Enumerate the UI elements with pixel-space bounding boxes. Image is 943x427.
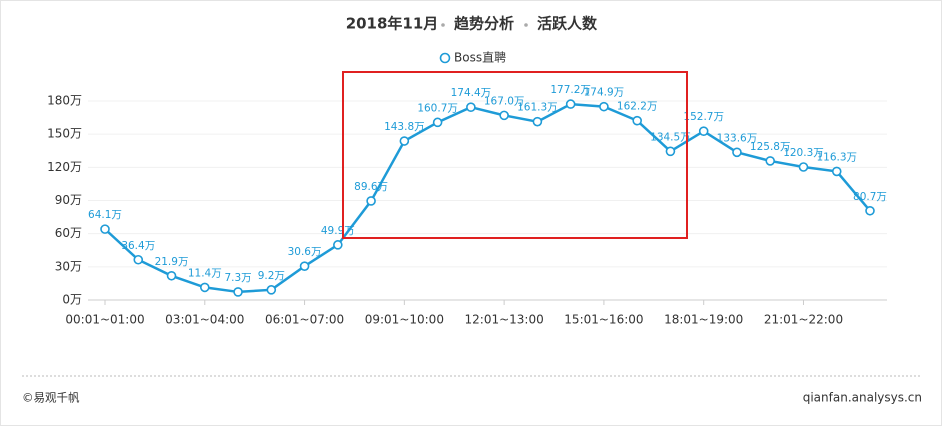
series-line [104, 102, 871, 294]
value-label: 120.3万 [783, 147, 824, 159]
point [299, 261, 310, 271]
x-tick-label: 12:01~13:00 [465, 313, 544, 327]
legend-marker[interactable] [439, 52, 451, 64]
value-label: 9.2万 [258, 270, 285, 282]
title-separator [524, 23, 528, 27]
source: ©易观千帆 [22, 391, 80, 405]
y-tick-label: 90万 [55, 193, 82, 207]
point [133, 254, 144, 265]
point [166, 270, 177, 281]
title-metric: 活跃人数 [537, 15, 598, 33]
point [665, 146, 676, 157]
x-tick-label: 00:01~01:00 [65, 313, 144, 327]
y-tick-label: 30万 [55, 259, 82, 273]
point [499, 110, 509, 121]
point [798, 162, 809, 172]
value-label: 152.7万 [683, 111, 724, 123]
y-tick-label: 0万 [62, 293, 82, 307]
value-label: 21.9万 [155, 256, 189, 268]
website: qianfan.analysys.cn [803, 391, 922, 405]
x-tick-label: 21:01~22:00 [764, 313, 843, 327]
value-label: 177.2万 [550, 84, 591, 96]
value-label: 134.5万 [650, 131, 691, 143]
title-separator [441, 23, 445, 27]
point [698, 126, 709, 136]
value-label: 7.3万 [224, 272, 251, 284]
x-tick-label: 15:01~16:00 [564, 313, 643, 327]
point [532, 116, 543, 127]
y-tick-label: 180万 [47, 94, 82, 108]
point [599, 101, 609, 112]
point [366, 196, 376, 206]
point [466, 102, 476, 112]
title-section: 趋势分析 [454, 15, 514, 33]
y-tick-label: 60万 [55, 226, 82, 240]
value-label: 167.0万 [484, 95, 525, 107]
value-label: 49.9万 [321, 225, 355, 237]
point [765, 156, 776, 166]
value-label: 125.8万 [750, 141, 791, 153]
y-tick-label: 150万 [47, 127, 82, 141]
value-label: 143.8万 [384, 121, 425, 133]
point [632, 115, 642, 126]
title-date: 2018年11月 [346, 15, 439, 33]
x-tick-label: 09:01~10:00 [365, 313, 444, 327]
value-label: 89.6万 [354, 181, 388, 193]
highlight-box [342, 71, 688, 239]
point [100, 224, 110, 234]
value-label: 162.2万 [617, 101, 658, 113]
value-label: 160.7万 [417, 102, 458, 114]
value-label: 64.1万 [88, 209, 122, 221]
legend-label[interactable]: Boss直聘 [454, 51, 506, 65]
y-tick-label: 120万 [47, 160, 82, 174]
x-tick-label: 03:01~04:00 [165, 313, 244, 327]
point [432, 117, 443, 128]
point [233, 287, 243, 297]
point [333, 240, 343, 250]
value-label: 11.4万 [188, 267, 222, 279]
point [732, 147, 742, 158]
value-label: 133.6万 [717, 132, 758, 144]
value-label: 80.7万 [853, 191, 887, 203]
x-tick-label: 06:01~07:00 [265, 313, 344, 327]
point [565, 99, 576, 109]
value-label: 174.4万 [451, 87, 492, 99]
point [399, 136, 410, 146]
point [831, 166, 842, 177]
point [865, 205, 875, 216]
point [199, 282, 210, 293]
value-label: 116.3万 [816, 151, 857, 163]
x-tick-label: 18:01~19:00 [664, 313, 743, 327]
point [266, 285, 277, 295]
value-label: 36.4万 [121, 240, 155, 252]
value-label: 161.3万 [517, 102, 558, 114]
value-label: 174.9万 [584, 87, 625, 99]
value-label: 30.6万 [288, 246, 322, 258]
